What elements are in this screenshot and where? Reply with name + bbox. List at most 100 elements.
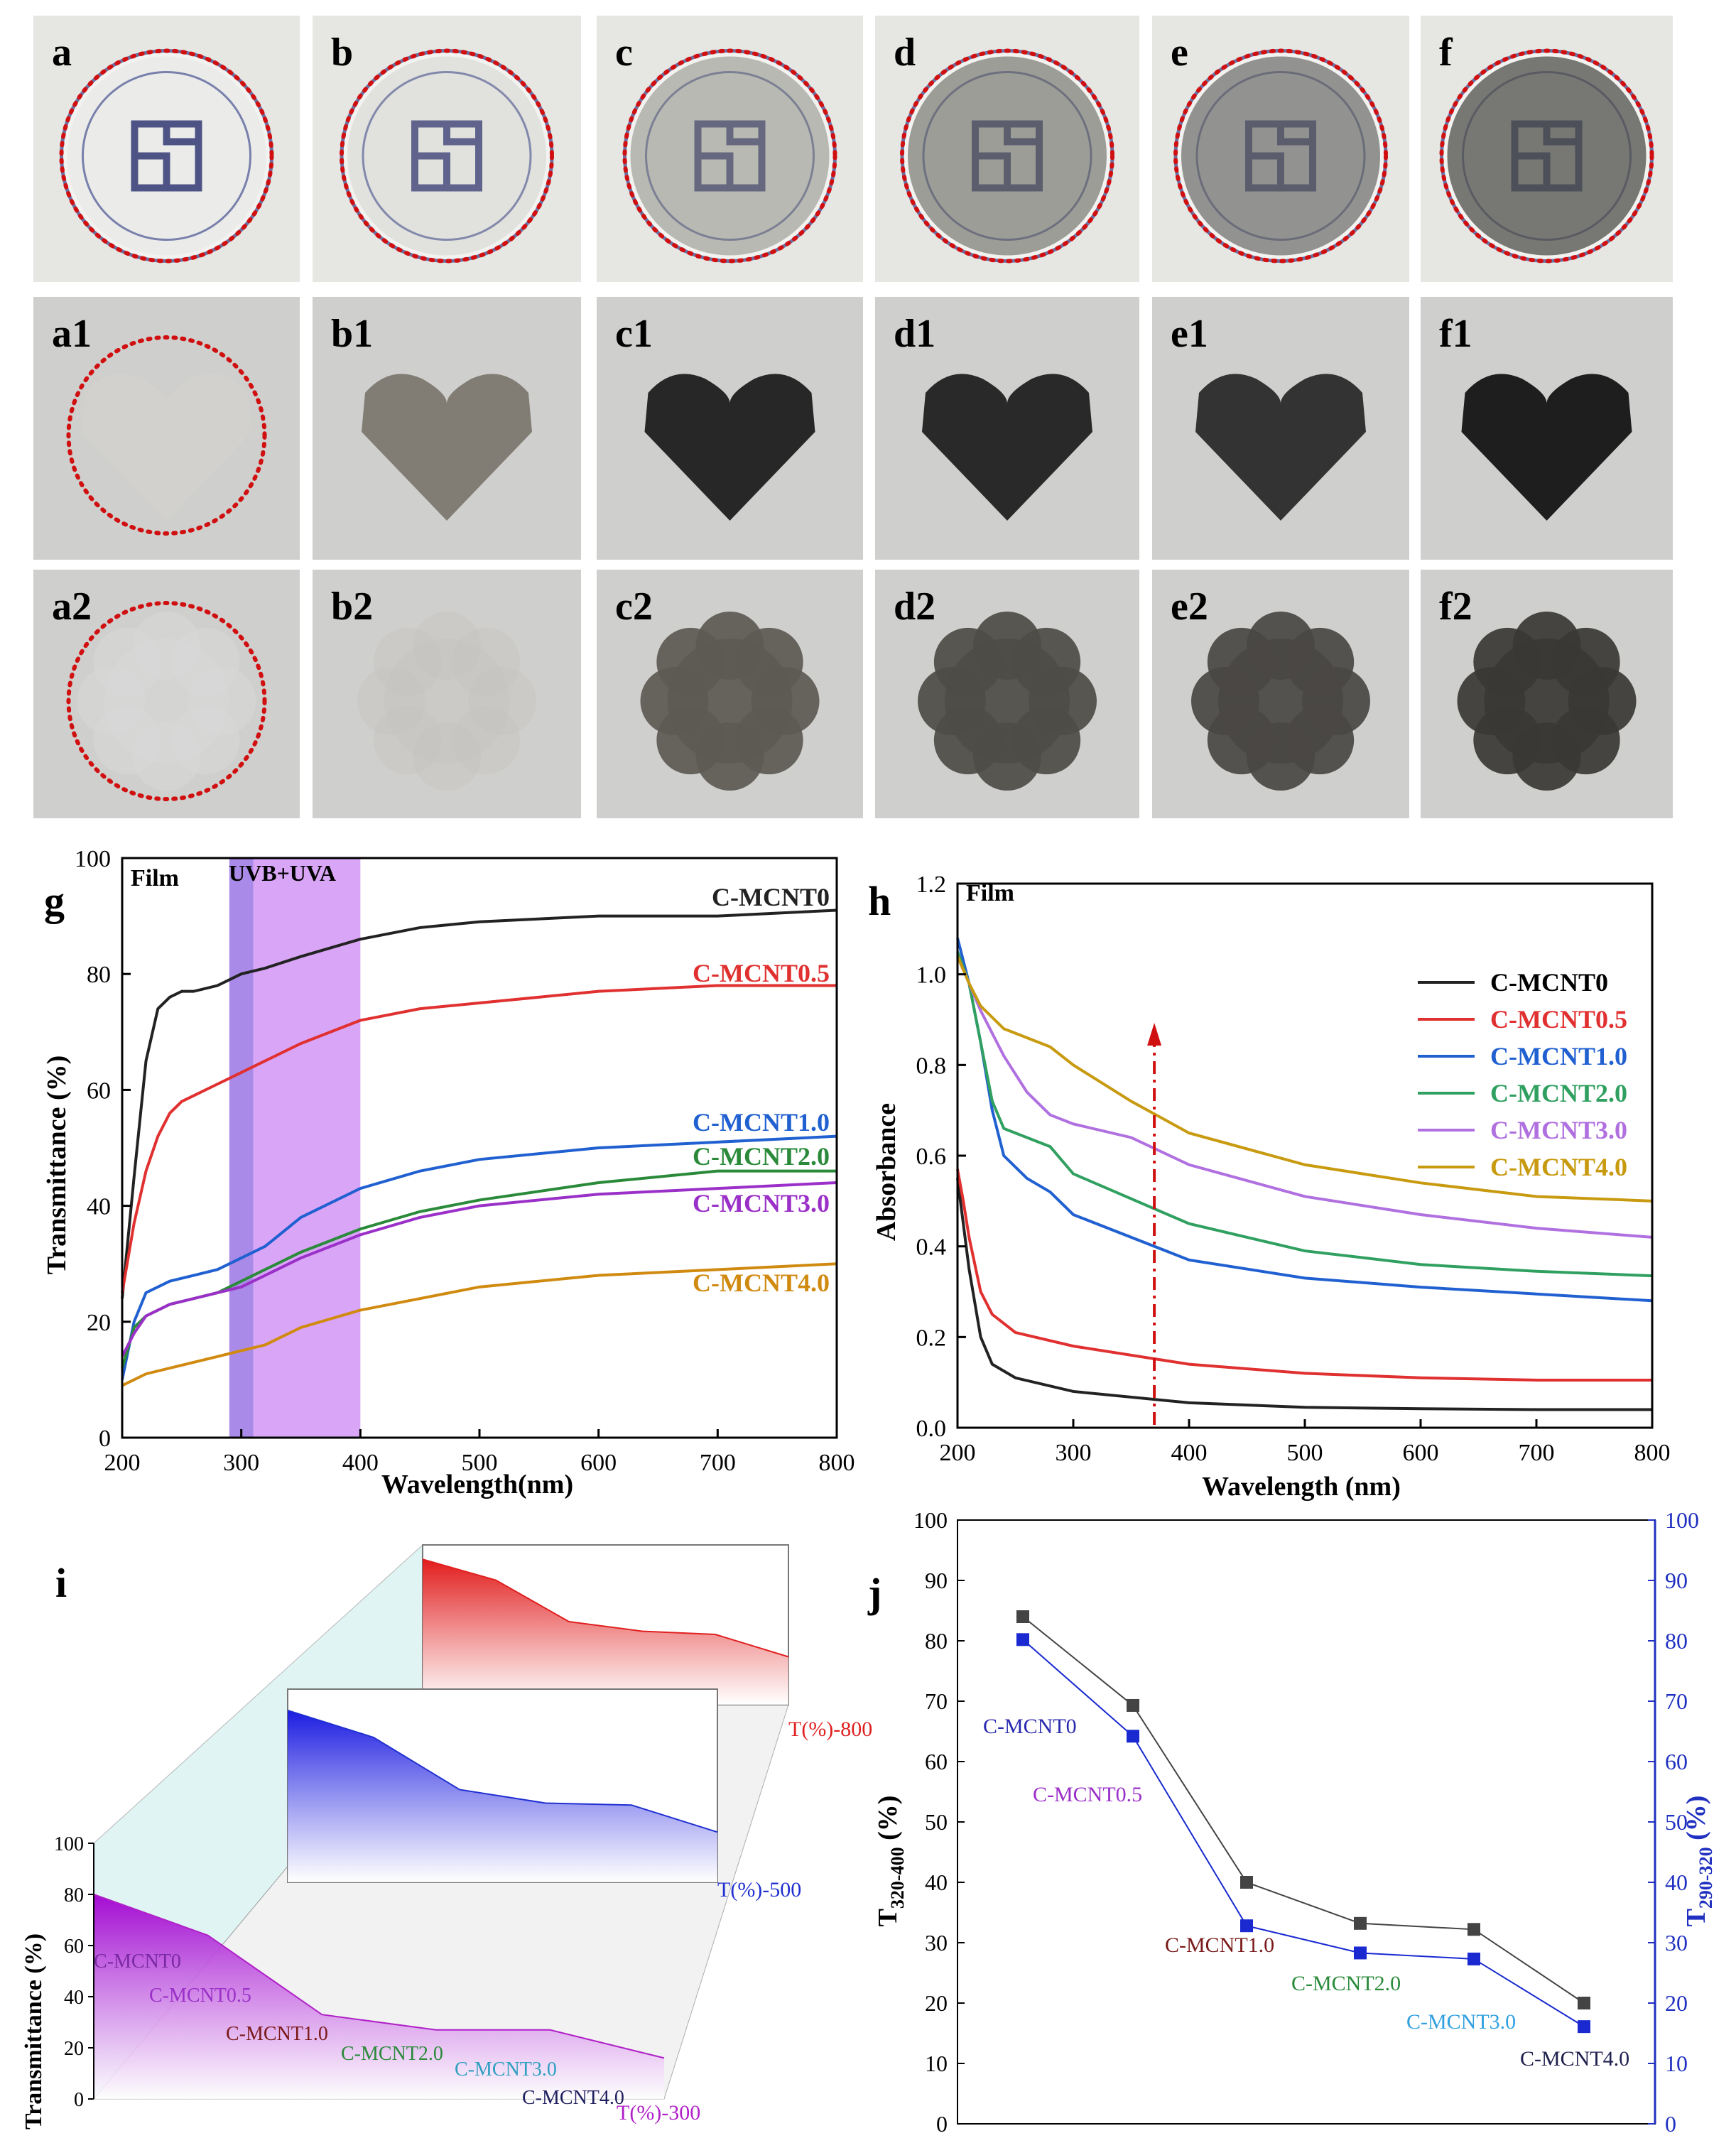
- y-tick-label: 60: [64, 1936, 84, 1958]
- series-label-C-MCNT1.0: C-MCNT1.0: [693, 1108, 830, 1136]
- y-tick-label: 0.6: [916, 1144, 947, 1170]
- marker-T290-320: [1127, 1730, 1139, 1743]
- y-tick-label: 0: [99, 1426, 111, 1452]
- panel-g-band-label: UVB+UVA: [229, 860, 336, 886]
- panel-h-legend: C-MCNT0 C-MCNT0.5 C-MCNT1.0 C-MCNT2.0 C-MCNT…: [1418, 968, 1627, 1181]
- x-tick-label: 600: [580, 1450, 617, 1476]
- y-tick-label-right: 20: [1665, 1990, 1688, 2016]
- film-disc: [67, 56, 266, 256]
- x-tick-label: 200: [104, 1450, 141, 1476]
- photo-e: e: [1152, 16, 1409, 282]
- photo-e1: e1: [1152, 297, 1409, 560]
- dashed-circle: [59, 48, 274, 264]
- y-tick-label-right: 70: [1665, 1688, 1688, 1714]
- film-disc: [1447, 56, 1647, 256]
- legend-label-C-MCNT3.0: C-MCNT3.0: [1490, 1116, 1627, 1144]
- svg-text:T290-320 (%): T290-320 (%): [1681, 1796, 1716, 1927]
- line-T(%)-500: [287, 1709, 718, 1833]
- line-T(%)-800: [422, 1558, 789, 1658]
- marker-T320-400: [1354, 1916, 1367, 1930]
- y-tick-label-left: 50: [925, 1809, 948, 1835]
- y-tick-label-right: 100: [1665, 1507, 1699, 1533]
- heart-film: [644, 374, 815, 521]
- category-label: C-MCNT2.0: [341, 2043, 443, 2065]
- increase-arrow: [1147, 1023, 1162, 1425]
- panel-label-j: j: [867, 1570, 881, 1616]
- series-line-C-MCNT4.0: [956, 955, 1653, 1203]
- dashed-circle: [622, 48, 837, 264]
- uvb-band: [229, 858, 254, 1438]
- category-label: C-MCNT0: [94, 1951, 181, 1973]
- y-tick-label-right: 80: [1665, 1628, 1688, 1654]
- y-tick-label-right: 0: [1665, 2111, 1676, 2137]
- dashed-circle: [900, 48, 1114, 264]
- y-tick-label: 20: [64, 2038, 84, 2060]
- series-line-C-MCNT0: [956, 1178, 1652, 1411]
- y-tick-label: 40: [87, 1194, 111, 1220]
- photo-label: e: [1171, 31, 1188, 75]
- x-tick-label: 500: [462, 1450, 498, 1476]
- photo-label: b1: [331, 312, 374, 356]
- category-label: C-MCNT3.0: [1406, 2010, 1516, 2034]
- series-label-T(%)-500: T(%)-500: [717, 1878, 801, 1901]
- series-line-C-MCNT2.0: [956, 951, 1653, 1278]
- heart-film: [922, 374, 1092, 521]
- photo-label: a: [52, 31, 72, 75]
- photo-d1: d1: [875, 297, 1139, 560]
- photo-a2: a2: [33, 570, 300, 818]
- photo-f1: f1: [1421, 297, 1673, 560]
- photo-label: e1: [1171, 312, 1208, 356]
- photo-f2: f2: [1421, 570, 1673, 818]
- y-tick-label-left: 10: [925, 2051, 948, 2076]
- y-tick-label-right: 30: [1665, 1930, 1688, 1955]
- series-line-C-MCNT0.5: [121, 984, 837, 1293]
- dashed-circle: [1439, 48, 1654, 264]
- y-tick-label-left: 70: [925, 1688, 948, 1714]
- panel-j-ylabel-right: T290-320 (%): [1681, 1796, 1716, 1927]
- marker-T290-320: [1578, 2020, 1590, 2034]
- series-line-C-MCNT0.5: [956, 1168, 1652, 1382]
- flower-film: [945, 639, 1070, 764]
- series-label-C-MCNT4.0: C-MCNT4.0: [693, 1269, 830, 1297]
- uv-band: [229, 858, 361, 1438]
- series-line-C-MCNT3.0: [956, 955, 1653, 1239]
- category-label: C-MCNT0.5: [1033, 1783, 1142, 1806]
- photo-label: f: [1439, 31, 1453, 75]
- marker-T290-320: [1354, 1946, 1367, 1960]
- flower-film: [384, 639, 509, 764]
- y-tick-label-right: 50: [1665, 1809, 1688, 1835]
- heart-film: [362, 374, 532, 521]
- dashed-circle: [340, 48, 554, 264]
- photo-d2: d2: [875, 570, 1139, 818]
- flower-film: [1218, 639, 1343, 764]
- y-tick-label: 0.8: [916, 1053, 947, 1079]
- line-T290-320: [1022, 1639, 1585, 2028]
- x-tick-label: 300: [1056, 1440, 1092, 1466]
- category-label: C-MCNT1.0: [1165, 1933, 1274, 1957]
- floor: [92, 1704, 789, 2100]
- photo-f: f: [1421, 16, 1673, 282]
- photo-c1: c1: [597, 297, 863, 560]
- photo-d: d: [875, 16, 1139, 282]
- y-tick-label: 0.4: [916, 1235, 947, 1261]
- photo-c: c: [597, 16, 863, 282]
- marker-T320-400: [1127, 1698, 1139, 1712]
- marker-T320-400: [1240, 1876, 1253, 1889]
- dashed-circle: [66, 335, 267, 536]
- panel-g-ylabel: Transmittance (%): [42, 1056, 72, 1275]
- y-tick-label: 40: [64, 1987, 84, 2009]
- area-T(%)-300: [94, 1894, 664, 2099]
- series-line-C-MCNT0: [121, 908, 837, 1299]
- flower-film: [1484, 639, 1610, 764]
- series-line-C-MCNT4.0: [121, 1262, 837, 1387]
- film-disc: [630, 56, 830, 256]
- legend-label-C-MCNT4.0: C-MCNT4.0: [1490, 1153, 1627, 1181]
- dashed-circle: [1173, 48, 1388, 264]
- y-tick-label-left: 100: [913, 1507, 948, 1533]
- series-label-C-MCNT3.0: C-MCNT3.0: [693, 1189, 830, 1217]
- photo-label: d2: [894, 585, 936, 629]
- plot-frame: [956, 882, 1654, 1429]
- marker-T320-400: [1468, 1923, 1480, 1936]
- heart-film: [81, 374, 252, 521]
- photo-label: b: [331, 31, 354, 75]
